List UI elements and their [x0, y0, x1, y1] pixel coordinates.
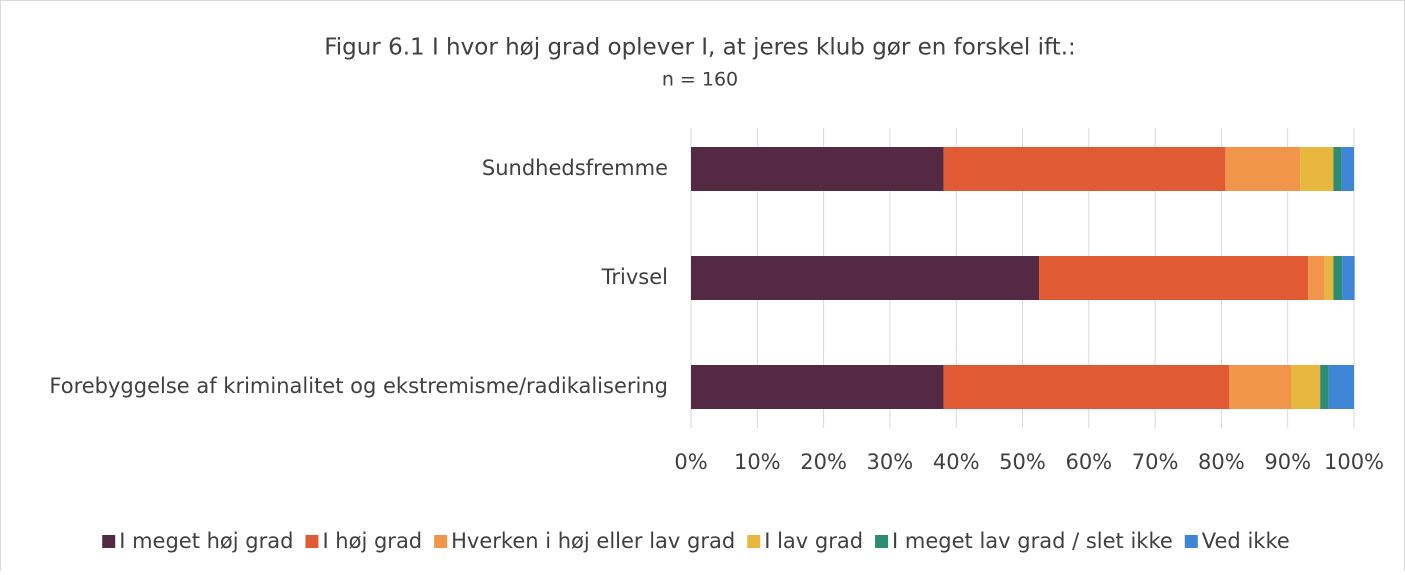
- bar-segment: [1225, 147, 1301, 191]
- bar-segment: [1333, 147, 1342, 191]
- y-tick-label: Sundhedsfremme: [482, 156, 668, 180]
- legend-label: I høj grad: [322, 529, 422, 553]
- bar-segment: [1328, 365, 1354, 409]
- legend-label: I meget høj grad: [119, 529, 293, 553]
- bar-segment: [1320, 365, 1329, 409]
- legend-label: Ved ikke: [1202, 529, 1290, 553]
- x-tick-label: 30%: [867, 450, 914, 474]
- bar-segment: [1342, 256, 1355, 300]
- legend-swatch: [1184, 535, 1198, 548]
- x-tick-label: 70%: [1132, 450, 1179, 474]
- bar-segment: [691, 147, 944, 191]
- x-tick-label: 40%: [933, 450, 980, 474]
- bar-segment: [691, 256, 1040, 300]
- bar-segment: [1333, 256, 1343, 300]
- bar-segment: [1039, 256, 1309, 300]
- x-tick-label: 100%: [1324, 450, 1384, 474]
- legend-label: Hverken i høj eller lav grad: [451, 529, 735, 553]
- bar-segment: [1300, 147, 1334, 191]
- bar-segment: [1291, 365, 1321, 409]
- bar-segment: [943, 365, 1230, 409]
- bar-segment: [1229, 365, 1292, 409]
- x-tick-label: 50%: [999, 450, 1046, 474]
- x-tick-label: 80%: [1198, 450, 1245, 474]
- legend-swatch: [102, 535, 116, 548]
- bar-segment: [1341, 147, 1354, 191]
- y-tick-label: Forebyggelse af kriminalitet og ekstremi…: [49, 374, 668, 398]
- legend-swatch: [747, 535, 761, 548]
- legend-swatch: [875, 535, 889, 548]
- x-tick-label: 10%: [734, 450, 781, 474]
- legend-label: I meget lav grad / slet ikke: [892, 529, 1173, 553]
- bar-segment: [1324, 256, 1334, 300]
- x-tick-label: 60%: [1065, 450, 1112, 474]
- x-tick-label: 90%: [1264, 450, 1311, 474]
- legend-swatch: [305, 535, 319, 548]
- legend-swatch: [434, 535, 448, 548]
- legend-label: I lav grad: [764, 529, 863, 553]
- bar-segment: [691, 365, 944, 409]
- bar-segment: [1308, 256, 1325, 300]
- bar-segment: [943, 147, 1226, 191]
- y-tick-label: Trivsel: [601, 265, 668, 289]
- chart-subtitle: n = 160: [662, 69, 738, 91]
- chart-title: Figur 6.1 I hvor høj grad oplever I, at …: [324, 35, 1076, 61]
- x-tick-label: 20%: [800, 450, 847, 474]
- x-tick-label: 0%: [674, 450, 707, 474]
